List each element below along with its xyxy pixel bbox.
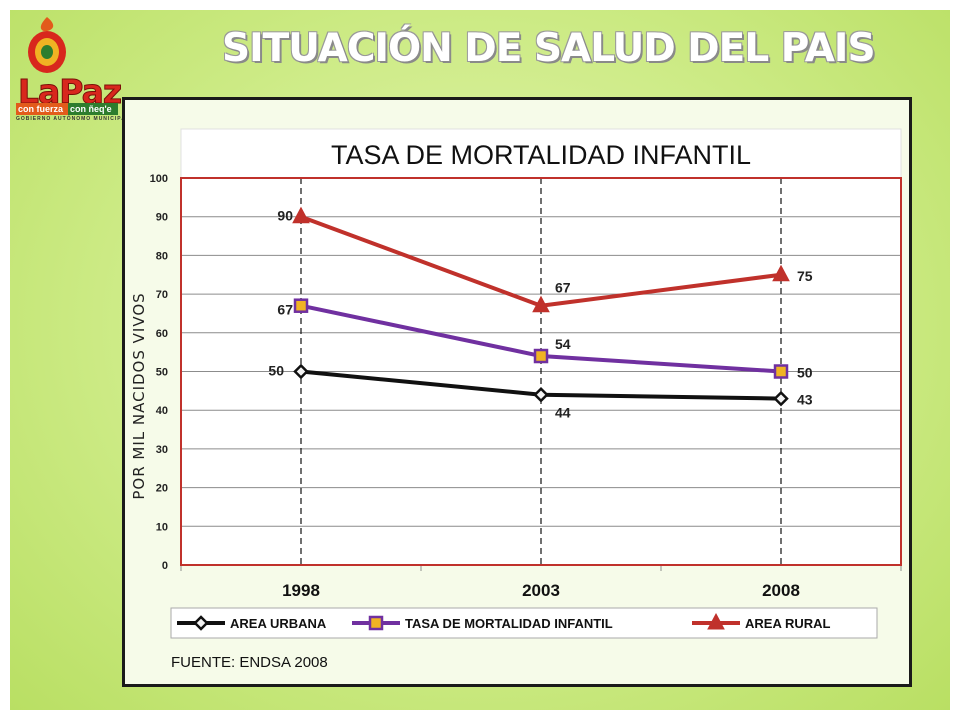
marker-square bbox=[293, 298, 309, 313]
x-tick-label: 1998 bbox=[282, 581, 320, 600]
data-label: 67 bbox=[555, 280, 571, 296]
logo-slogan-right: con ñeq'e bbox=[68, 103, 118, 115]
legend-marker bbox=[368, 615, 384, 631]
legend-marker bbox=[193, 615, 209, 631]
data-point bbox=[293, 363, 309, 380]
lapaz-logo-emblem bbox=[28, 17, 66, 73]
y-tick-label: 70 bbox=[156, 289, 168, 301]
data-label: 43 bbox=[797, 392, 813, 408]
y-tick-label: 20 bbox=[156, 483, 168, 495]
data-label: 50 bbox=[268, 363, 284, 379]
legend-label: TASA DE MORTALIDAD INFANTIL bbox=[405, 616, 613, 631]
chart: TASA DE MORTALIDAD INFANTIL 0 10 20 30 40 50 6… bbox=[130, 128, 902, 671]
y-tick-label: 40 bbox=[156, 405, 168, 417]
logo-caption: GOBIERNO AUTÓNOMO MUNICIPAL bbox=[16, 116, 130, 122]
chart-title: TASA DE MORTALIDAD INFANTIL bbox=[331, 140, 751, 170]
slide-title: SITUACIÓN DE SALUD DEL PAIS bbox=[222, 26, 876, 71]
data-point bbox=[532, 295, 550, 313]
data-point bbox=[773, 390, 789, 407]
legend-label: AREA URBANA bbox=[230, 616, 327, 631]
data-label: 44 bbox=[555, 405, 571, 421]
y-tick-label: 50 bbox=[156, 367, 168, 379]
data-point bbox=[772, 264, 790, 282]
data-point bbox=[292, 206, 310, 224]
data-point bbox=[293, 298, 309, 313]
source-note: FUENTE: ENDSA 2008 bbox=[171, 654, 328, 671]
data-point bbox=[533, 348, 549, 364]
chart-title-box bbox=[180, 128, 902, 179]
legend-marker bbox=[707, 612, 725, 630]
data-point bbox=[773, 364, 789, 379]
data-point bbox=[533, 386, 549, 403]
y-axis-label: POR MIL NACIDOS VIVOS bbox=[130, 292, 148, 499]
data-label: 50 bbox=[797, 365, 813, 381]
x-tick-label: 2003 bbox=[522, 581, 560, 600]
legend-box bbox=[170, 607, 878, 639]
data-label: 67 bbox=[277, 302, 293, 318]
logo-slogan-left: con fuerza bbox=[16, 103, 68, 115]
legend-label: AREA RURAL bbox=[745, 616, 831, 631]
marker-square bbox=[773, 364, 789, 379]
data-label: 75 bbox=[797, 268, 813, 284]
data-label: 90 bbox=[277, 208, 293, 224]
data-label: 54 bbox=[555, 336, 571, 352]
y-tick-label: 60 bbox=[156, 328, 168, 340]
chart-frame: TASA DE MORTALIDAD INFANTIL 0 10 20 30 40 50 6… bbox=[122, 97, 912, 687]
x-tick-label: 2008 bbox=[762, 581, 800, 600]
y-tick-label: 90 bbox=[156, 212, 168, 224]
y-tick-label: 100 bbox=[150, 173, 168, 185]
y-tick-label: 30 bbox=[156, 444, 168, 456]
plot-border bbox=[180, 177, 902, 566]
marker-square bbox=[368, 615, 384, 631]
marker-square bbox=[533, 348, 549, 364]
y-tick-label: 80 bbox=[156, 250, 168, 262]
y-tick-label: 10 bbox=[156, 521, 168, 533]
y-tick-label: 0 bbox=[162, 560, 168, 572]
